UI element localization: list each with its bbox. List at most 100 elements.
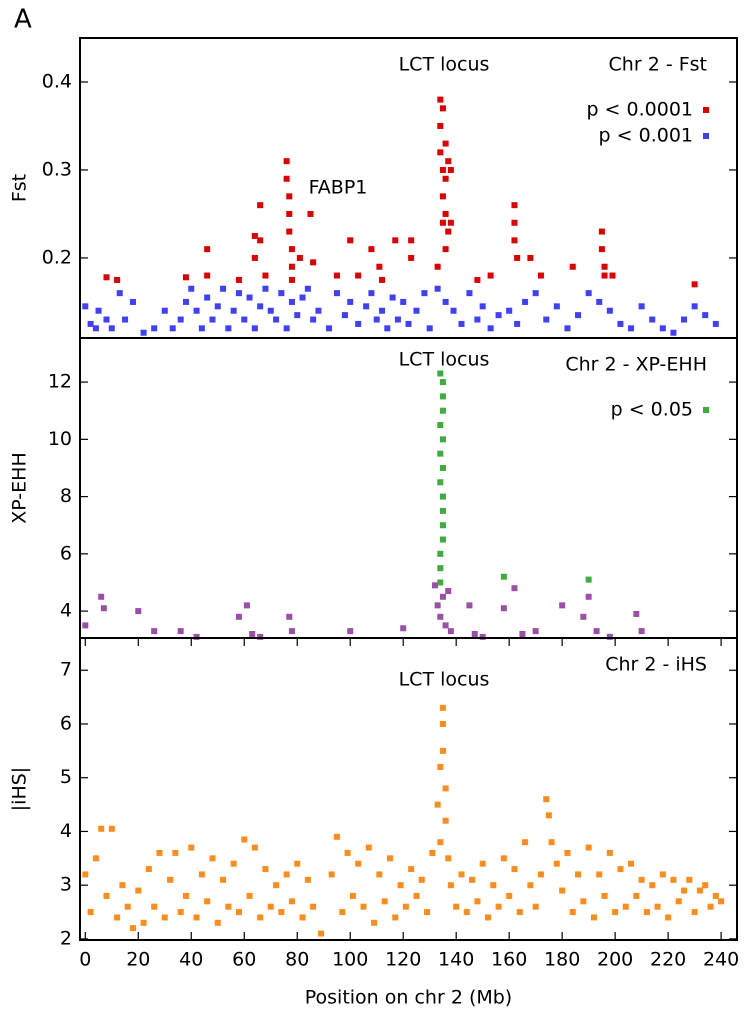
point [87,320,94,327]
point [500,573,507,580]
point [638,876,645,883]
y-tick-label: 10 [48,428,72,450]
point [140,919,147,926]
point [437,839,444,846]
point [182,298,189,305]
point [437,613,444,620]
point [601,263,608,270]
y-axis-label: XP-EHH [9,452,31,524]
point [437,96,444,103]
point [140,329,147,336]
point [506,892,513,899]
point [235,276,242,283]
point [333,272,340,279]
point [643,909,650,916]
y-tick-label: 5 [60,766,72,788]
point [434,602,441,609]
point [442,246,449,253]
point [392,914,399,921]
point [151,628,158,635]
point [246,294,253,301]
point [601,892,608,899]
point [450,307,457,314]
point [286,210,293,217]
point [447,166,454,173]
point [283,325,290,332]
x-tick-label: 100 [332,949,368,971]
point [310,903,317,910]
point [87,909,94,916]
point [389,294,396,301]
point [424,909,431,916]
point [235,613,242,620]
point [339,909,346,916]
point [633,610,640,617]
point [553,303,560,310]
point [458,320,465,327]
point [439,105,446,112]
point [437,450,444,457]
point [161,914,168,921]
point [596,871,603,878]
point [204,898,211,905]
point [439,493,446,500]
x-axis-label: Position on chr 2 (Mb) [305,987,512,1009]
y-tick-label: 4 [60,820,72,842]
point [230,307,237,314]
point [445,588,452,595]
legend-marker [703,107,709,113]
point [204,294,211,301]
point [172,849,179,856]
point [606,849,613,856]
point [439,166,446,173]
point [333,833,340,840]
point [564,325,571,332]
point [718,898,725,905]
point [447,219,454,226]
point [484,914,491,921]
point [439,379,446,386]
annotation: FABP1 [309,177,368,199]
point [553,860,560,867]
point [439,720,446,727]
point [262,272,269,279]
point [511,202,518,209]
point [355,860,362,867]
point [145,866,152,873]
point [135,608,142,615]
point [394,316,401,323]
point [408,237,415,244]
point [379,307,386,314]
point [479,303,486,310]
point [593,628,600,635]
point [439,193,446,200]
point [442,622,449,629]
point [304,876,311,883]
y-tick-label: 6 [60,542,72,564]
point [469,876,476,883]
point [262,285,269,292]
point [119,882,126,889]
point [371,919,378,926]
point [598,246,605,253]
y-tick-label: 0.4 [42,70,72,92]
point [214,303,221,310]
point [169,325,176,332]
point [251,254,258,261]
point [670,329,677,336]
x-tick-label: 120 [385,949,421,971]
y-tick-label: 0.2 [42,246,72,268]
point [296,254,303,261]
point [439,704,446,711]
point [360,903,367,910]
point [596,298,603,305]
point [294,860,301,867]
point [545,812,552,819]
point [100,605,107,612]
point [439,464,446,471]
point [341,312,348,319]
point [495,312,502,319]
point [696,887,703,894]
point [434,285,441,292]
point [257,237,264,244]
